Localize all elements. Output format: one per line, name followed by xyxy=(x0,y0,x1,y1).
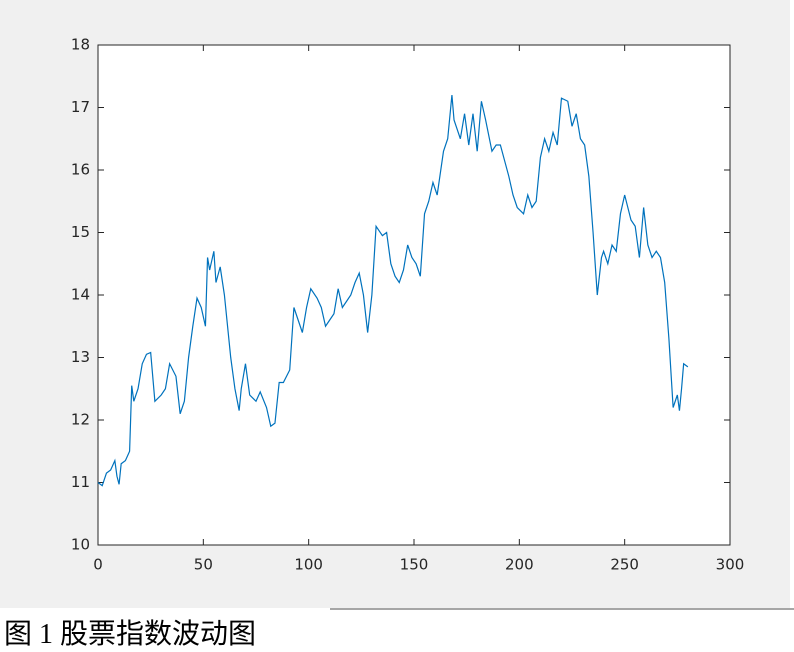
x-tick-label: 100 xyxy=(294,556,323,574)
caption: 图 1 股票指数波动图 xyxy=(4,619,257,650)
x-tick-label: 250 xyxy=(610,556,639,574)
y-tick-label: 15 xyxy=(71,223,90,241)
x-tick-label: 0 xyxy=(93,556,103,574)
y-tick-label: 10 xyxy=(71,536,90,554)
x-tick-label: 300 xyxy=(716,556,745,574)
x-tick-label: 200 xyxy=(505,556,534,574)
y-tick-label: 17 xyxy=(71,98,90,116)
y-tick-label: 13 xyxy=(71,348,90,366)
y-tick-label: 14 xyxy=(71,286,90,304)
y-tick-label: 12 xyxy=(71,411,90,429)
y-tick-label: 11 xyxy=(71,473,90,491)
y-tick-label: 16 xyxy=(71,161,90,179)
plot-area xyxy=(97,44,731,546)
x-tick-label: 50 xyxy=(194,556,213,574)
y-tick-label: 18 xyxy=(71,36,90,54)
x-tick-label: 150 xyxy=(400,556,429,574)
series-line xyxy=(97,94,689,487)
